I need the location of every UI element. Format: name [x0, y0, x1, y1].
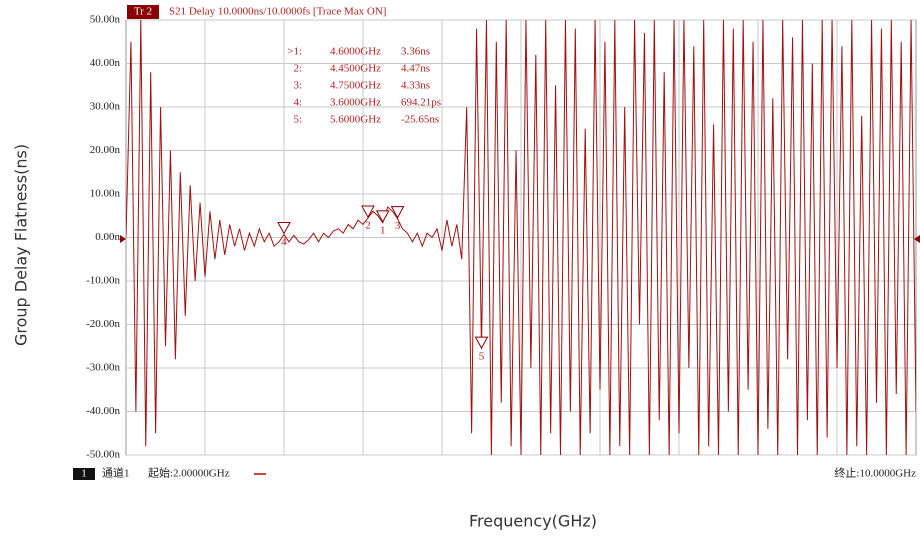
- y-tick-label: -20.00n: [86, 318, 120, 330]
- stop-label: 终止:10.0000GHz: [834, 466, 916, 480]
- marker-reading: -25.65ns: [401, 114, 439, 126]
- marker-frequency: 4.6000GHz: [330, 46, 381, 58]
- marker-number: 5: [479, 351, 485, 363]
- marker-triangle: [390, 206, 405, 219]
- marker-id: 4:: [293, 97, 302, 109]
- reference-arrow: [120, 235, 126, 243]
- trace-badge: [127, 5, 159, 19]
- marker-frequency: 5.6000GHz: [330, 114, 381, 126]
- marker-id: 3:: [293, 80, 302, 92]
- marker-id: 2:: [293, 63, 302, 75]
- y-tick-label: -50.00n: [86, 449, 120, 461]
- marker-number: 1: [380, 224, 386, 236]
- y-tick-label: -30.00n: [86, 362, 120, 374]
- marker-triangle: [474, 336, 489, 350]
- marker-reading: 694.21ps: [401, 97, 441, 109]
- y-tick-label: 30.00n: [90, 101, 121, 113]
- marker-number: 4: [281, 236, 287, 248]
- marker-number: 2: [365, 220, 371, 232]
- trace-line: [126, 20, 916, 455]
- channel-name: 通道1: [102, 466, 130, 480]
- y-tick-label: 10.00n: [90, 188, 121, 200]
- marker-reading: 4.33ns: [401, 80, 430, 92]
- marker-triangle: [375, 210, 390, 223]
- start-label: 起始:2.00000GHz: [148, 466, 230, 480]
- y-tick-label: -10.00n: [86, 275, 120, 287]
- marker-triangle: [361, 205, 375, 219]
- trace-id: Tr 2: [134, 6, 152, 18]
- marker-id: 5:: [293, 114, 302, 126]
- marker-triangle: [277, 221, 291, 235]
- marker-reading: 4.47ns: [401, 63, 430, 75]
- y-tick-label: 50.00n: [90, 14, 121, 26]
- marker-reading: 3.36ns: [401, 46, 430, 58]
- y-axis-title: Group Delay Flatness(ns): [12, 144, 31, 346]
- y-tick-label: -40.00n: [86, 405, 120, 417]
- trace-title: S21 Delay 10.0000ns/10.0000fs [Trace Max…: [169, 6, 386, 18]
- y-tick-label: 20.00n: [90, 144, 121, 156]
- marker-number: 3: [395, 220, 401, 232]
- channel-id: 1: [81, 468, 87, 480]
- x-axis-title: Frequency(GHz): [469, 512, 597, 531]
- reference-arrow: [914, 235, 920, 243]
- marker-id: >1:: [287, 46, 302, 58]
- marker-frequency: 3.6000GHz: [330, 97, 381, 109]
- marker-frequency: 4.4500GHz: [330, 63, 381, 75]
- channel-badge: [73, 468, 95, 480]
- marker-frequency: 4.7500GHz: [330, 80, 381, 92]
- y-tick-label: 0.00n: [95, 231, 120, 243]
- y-tick-label: 40.00n: [90, 57, 121, 69]
